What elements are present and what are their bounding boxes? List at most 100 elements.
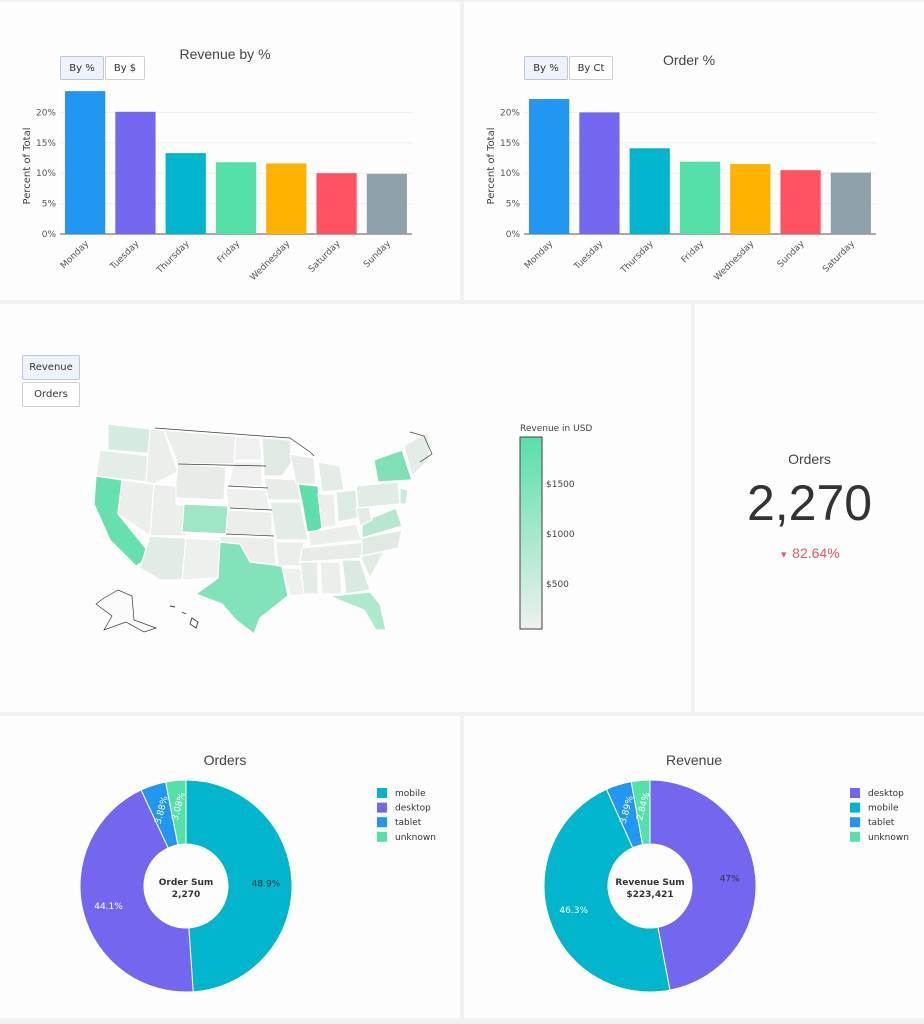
map-state-north-carolina	[361, 529, 403, 557]
x-tick-label: Thursday	[154, 239, 192, 277]
legend-label: desktop	[395, 804, 431, 814]
map-state-virginia	[361, 507, 403, 539]
donut-center-label: Order Sum	[159, 878, 213, 888]
map-state-new-mexico	[181, 537, 221, 581]
map-state-michigan	[317, 461, 345, 493]
donut-center-value: $223,421	[626, 890, 673, 900]
legend-label: unknown	[395, 833, 436, 843]
legend-swatch	[850, 831, 860, 842]
revenue-by-dollar-button[interactable]: By $	[105, 56, 145, 80]
map-state-missouri	[269, 501, 309, 541]
y-tick-label: 20%	[36, 108, 56, 118]
kpi-delta-value: 82.64%	[792, 545, 840, 561]
x-tick-label: Sunday	[776, 239, 807, 270]
y-tick-label: 5%	[506, 200, 521, 210]
bar	[780, 170, 821, 234]
kpi-title: Orders	[788, 451, 831, 467]
legend-swatch	[377, 817, 387, 828]
x-tick-label: Thursday	[618, 239, 656, 277]
map-orders-button[interactable]: Orders	[22, 382, 80, 407]
x-tick-label: Wednesday	[248, 239, 292, 283]
bar	[65, 91, 106, 235]
map-state-florida	[329, 591, 387, 631]
revenue-donut-chart: 47%46.3%3.89% 2.84%Revenue Sum$223,421des…	[543, 779, 909, 993]
bar	[579, 112, 620, 234]
legend-label: mobile	[868, 804, 899, 814]
x-tick-label: Saturday	[307, 239, 343, 275]
revenue-by-percent-button[interactable]: By %	[60, 56, 104, 80]
map-state-south-dakota	[227, 461, 263, 487]
map-state-outline-plains	[177, 463, 275, 537]
map-state-alabama	[319, 561, 343, 595]
y-tick-label: 15%	[36, 139, 56, 149]
y-tick-label: 10%	[36, 169, 56, 179]
map-state-georgia	[341, 559, 371, 595]
orders-by-percent-button[interactable]: By %	[524, 56, 568, 80]
bar	[366, 173, 407, 234]
map-state-alaska	[95, 589, 158, 633]
colorbar	[519, 436, 543, 630]
map-state-minnesota	[261, 437, 293, 477]
pie-slice	[79, 789, 194, 993]
pie-value-label: 44.1%	[94, 902, 123, 912]
legend-label: mobile	[395, 789, 426, 799]
legend-swatch	[377, 802, 387, 813]
bar	[629, 148, 670, 234]
map-revenue-button[interactable]: Revenue	[22, 355, 80, 380]
bar	[215, 162, 257, 234]
bar	[679, 161, 721, 234]
map-state-wisconsin	[289, 453, 317, 485]
us-choropleth-map: $1500 $1000 $500 Revenue in USD	[93, 423, 592, 635]
revenue-donut-panel: Revenue 47% 46.3% 3.89% 2.84% Revenue Sum $22…	[464, 716, 924, 1018]
map-state-washington	[107, 423, 155, 455]
orders-bar-chart: 0% 5% 10% 15% 20% Monday Tuesday Thursday Friday…	[486, 99, 876, 283]
kpi-delta: ▼ 82.64%	[695, 545, 924, 561]
legend-swatch	[850, 788, 860, 798]
donut-center-label: Revenue Sum	[615, 878, 684, 888]
map-state-montana	[163, 429, 237, 465]
map-state-idaho	[145, 428, 179, 485]
map-state-north-dakota	[233, 435, 263, 461]
pie-value-label: 48.9%	[252, 879, 281, 889]
y-tick-label: 0%	[506, 230, 521, 240]
y-axis-label: Percent of Total	[22, 128, 33, 205]
kpi-panel: Orders 2,270 ▼ 82.64%	[695, 304, 924, 712]
y-axis-label: Percent of Total	[486, 128, 497, 205]
pie-value-label: 47%	[720, 874, 740, 884]
x-tick-label: Friday	[680, 239, 707, 266]
x-tick-label: Saturday	[821, 239, 857, 275]
pie-slice	[649, 779, 757, 991]
revenue-bar-chart: 0% 5% 10% 15% 20% Monday Tuesday Thursday Friday…	[22, 91, 412, 283]
revenue-chart-title: Revenue by %	[179, 46, 271, 62]
map-state-texas	[194, 541, 289, 635]
x-tick-label: Sunday	[362, 239, 393, 270]
colorbar-tick: $1500	[546, 480, 575, 490]
bar	[830, 172, 871, 234]
map-state-colorado	[181, 503, 229, 535]
pie-value-label: 46.3%	[559, 906, 588, 916]
colorbar-title: Revenue in USD	[520, 424, 592, 434]
y-tick-label: 15%	[500, 139, 520, 149]
legend-swatch	[850, 817, 860, 828]
bar	[316, 173, 357, 234]
legend-label: tablet	[868, 818, 895, 828]
map-state-mississippi	[299, 561, 319, 595]
legend-label: desktop	[868, 789, 904, 799]
y-tick-label: 10%	[500, 169, 520, 179]
orders-by-count-button[interactable]: By Ct	[569, 56, 613, 80]
map-state-new-england	[403, 430, 431, 478]
bar	[529, 99, 570, 234]
map-panel: Revenue Orders	[0, 304, 691, 712]
donut-center-value: 2,270	[172, 890, 200, 900]
orders-by-day-panel: Order % By % By Ct 0% 5% 10% 15% 20% Monday Tu…	[464, 2, 924, 300]
bar	[730, 164, 771, 234]
map-state-nebraska	[225, 487, 271, 511]
x-tick-label: Tuesday	[572, 239, 606, 273]
map-state-wyoming	[173, 463, 227, 501]
map-state-arizona	[139, 535, 187, 581]
map-state-indiana	[317, 493, 337, 529]
x-tick-label: Monday	[59, 239, 92, 272]
x-tick-label: Tuesday	[108, 239, 142, 273]
orders-chart-title: Order %	[662, 52, 716, 68]
y-tick-label: 0%	[42, 230, 57, 240]
